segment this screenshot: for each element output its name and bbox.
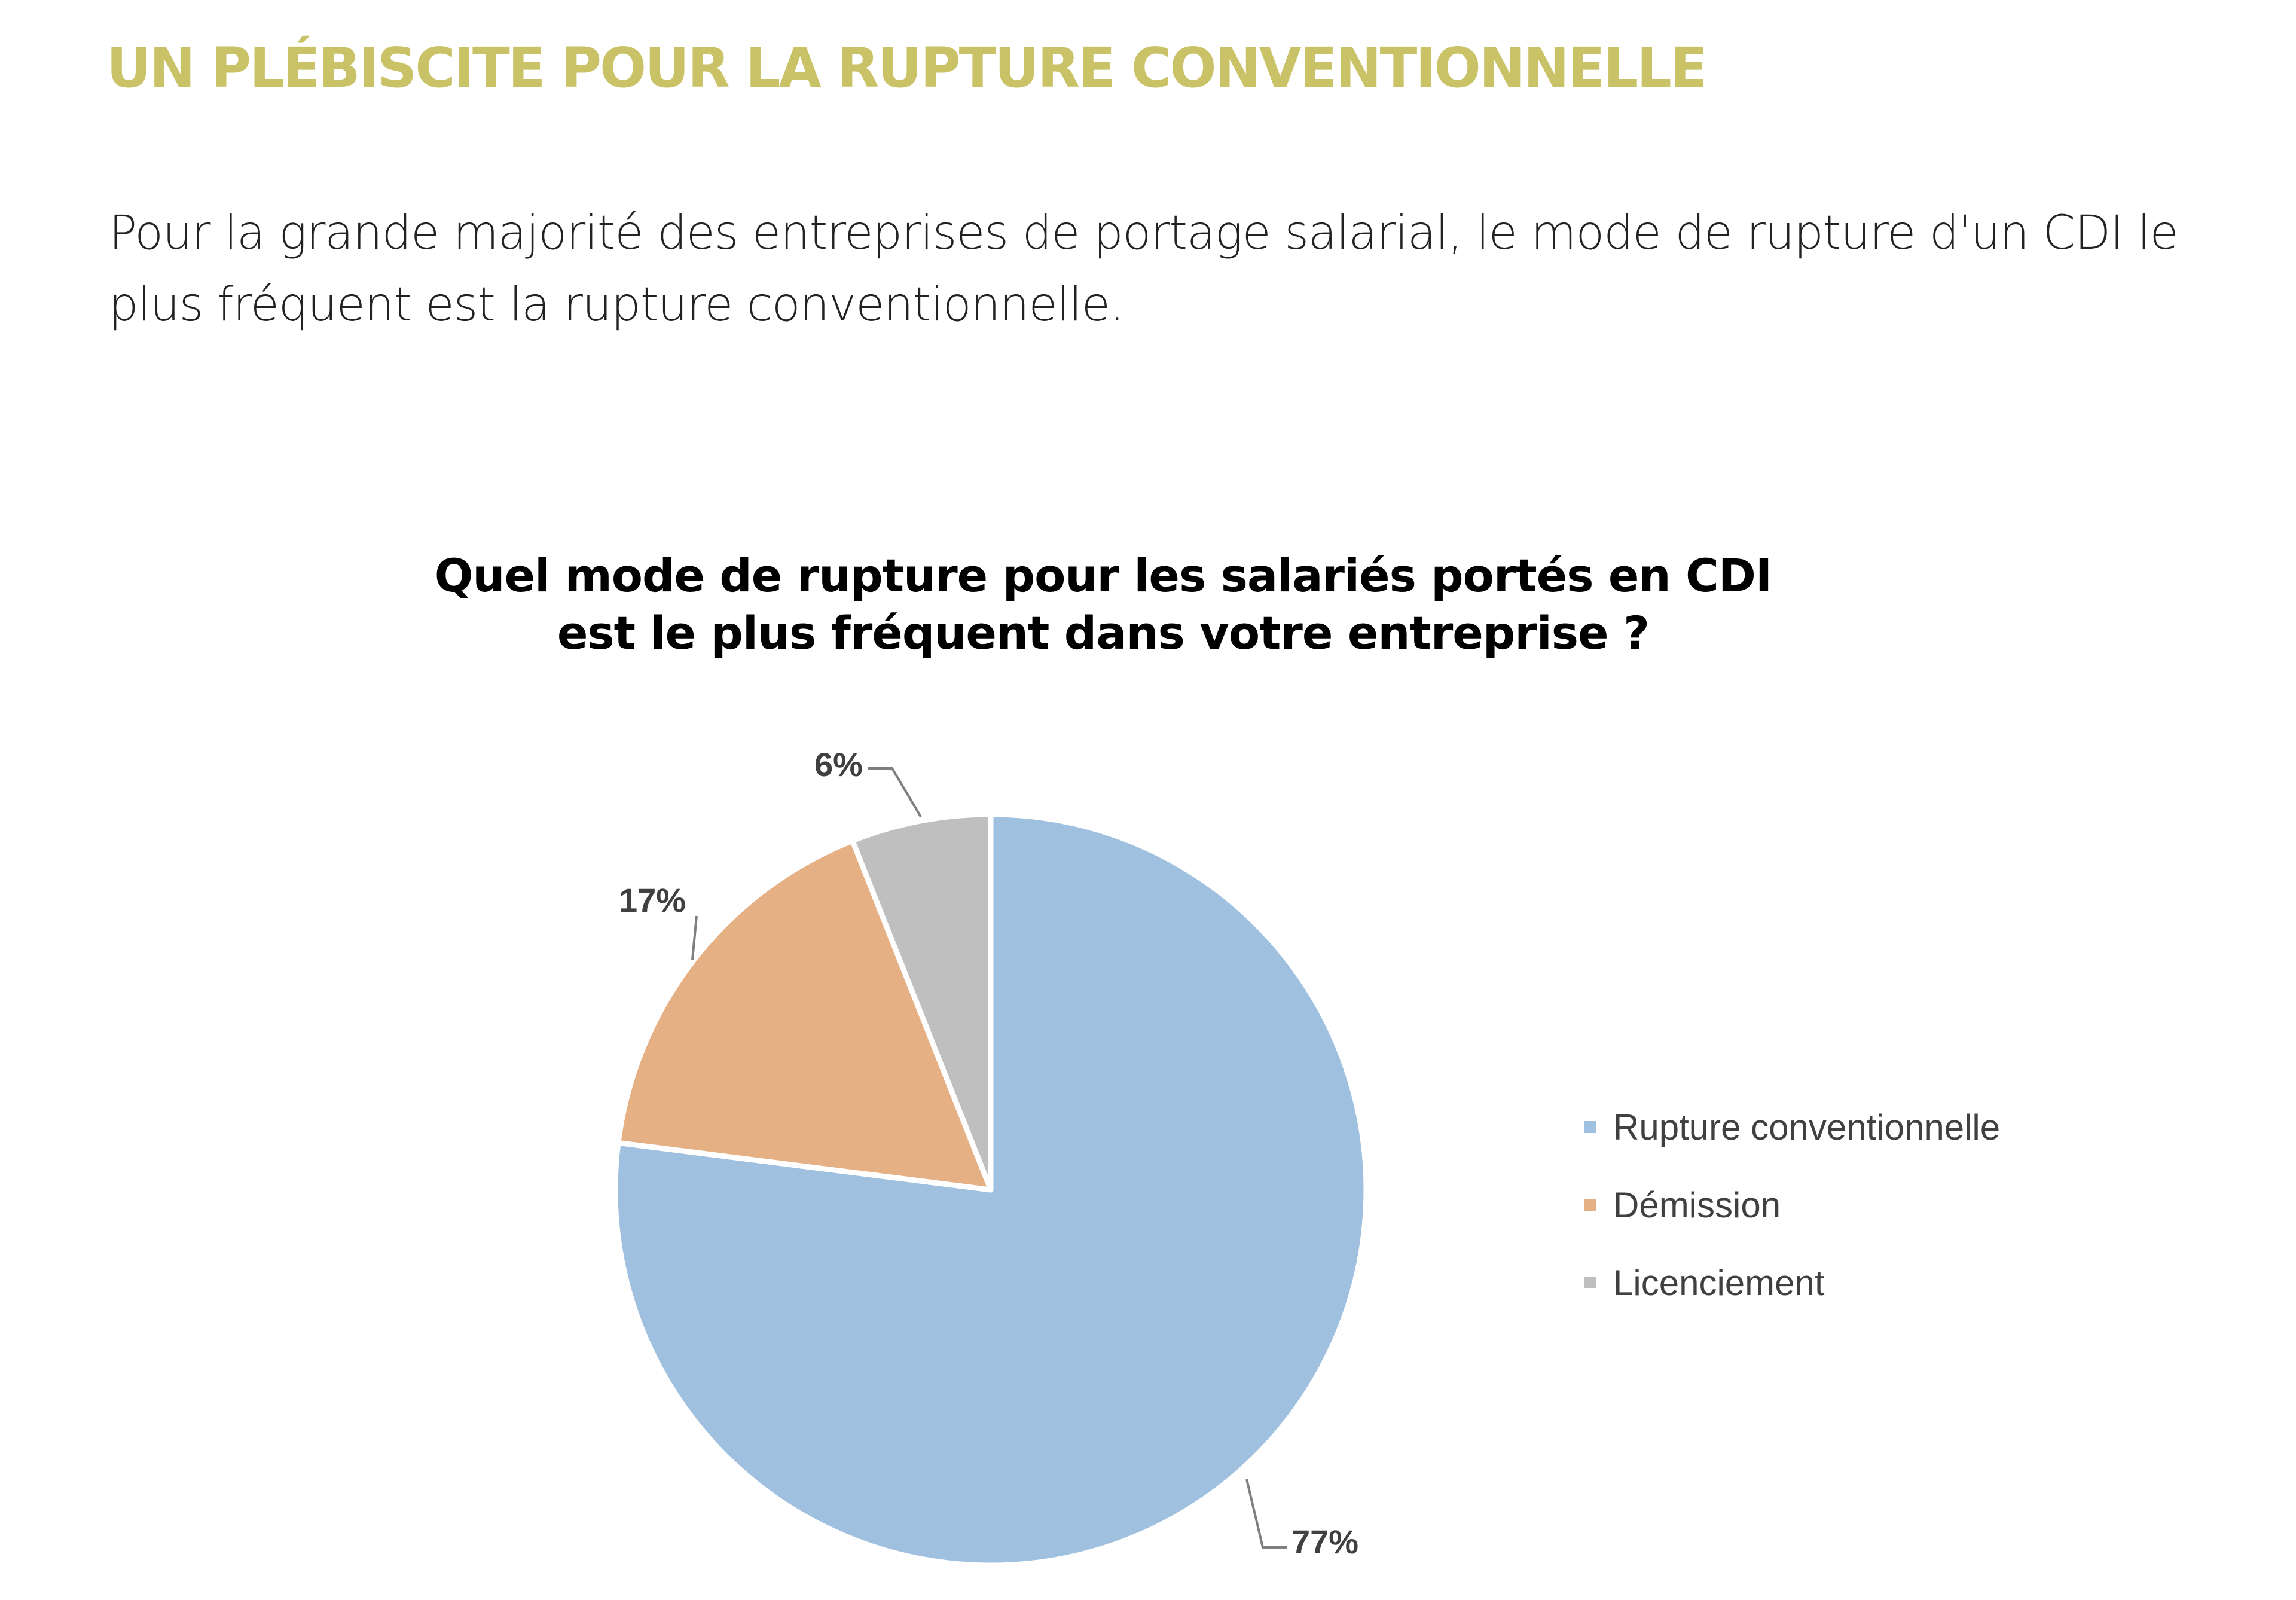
- data-label-demission: 17%: [619, 881, 686, 919]
- data-label-demission-leader-line: [691, 915, 698, 960]
- legend-label-demission: Démission: [1613, 1184, 1781, 1225]
- legend-item-rupture: Rupture conventionnelle: [1584, 1088, 2000, 1166]
- legend-swatch-rupture: [1584, 1121, 1596, 1133]
- slice-licenciement: [850, 811, 994, 1193]
- legend-item-demission: Démission: [1584, 1166, 2000, 1244]
- chart-title: Quel mode de rupture pour les salariés p…: [0, 547, 2206, 662]
- data-label-licenciement-leader-line: [868, 767, 922, 818]
- legend-swatch-licenciement: [1584, 1277, 1596, 1288]
- legend-swatch-demission: [1584, 1199, 1596, 1211]
- legend-item-licenciement: Licenciement: [1584, 1244, 2000, 1321]
- intro-paragraph: Pour la grande majorité des entreprises …: [109, 206, 2179, 332]
- chart-legend: Rupture conventionnelle Démission Licenc…: [1584, 1088, 2000, 1321]
- data-label-licenciement: 6%: [814, 746, 863, 783]
- data-label-rupture: 77%: [1292, 1523, 1358, 1561]
- slice-demission: [615, 838, 994, 1193]
- slice-rupture: [612, 811, 1369, 1568]
- chart-title-line-2: est le plus fréquent dans votre entrepri…: [557, 606, 1650, 659]
- section-heading: UN PLÉBISCITE POUR LA RUPTURE CONVENTION…: [106, 36, 1708, 100]
- legend-label-rupture: Rupture conventionnelle: [1613, 1107, 2001, 1147]
- chart-title-line-1: Quel mode de rupture pour les salariés p…: [434, 549, 1772, 602]
- data-label-rupture-leader-line: [1245, 1479, 1287, 1549]
- legend-label-licenciement: Licenciement: [1613, 1262, 1825, 1303]
